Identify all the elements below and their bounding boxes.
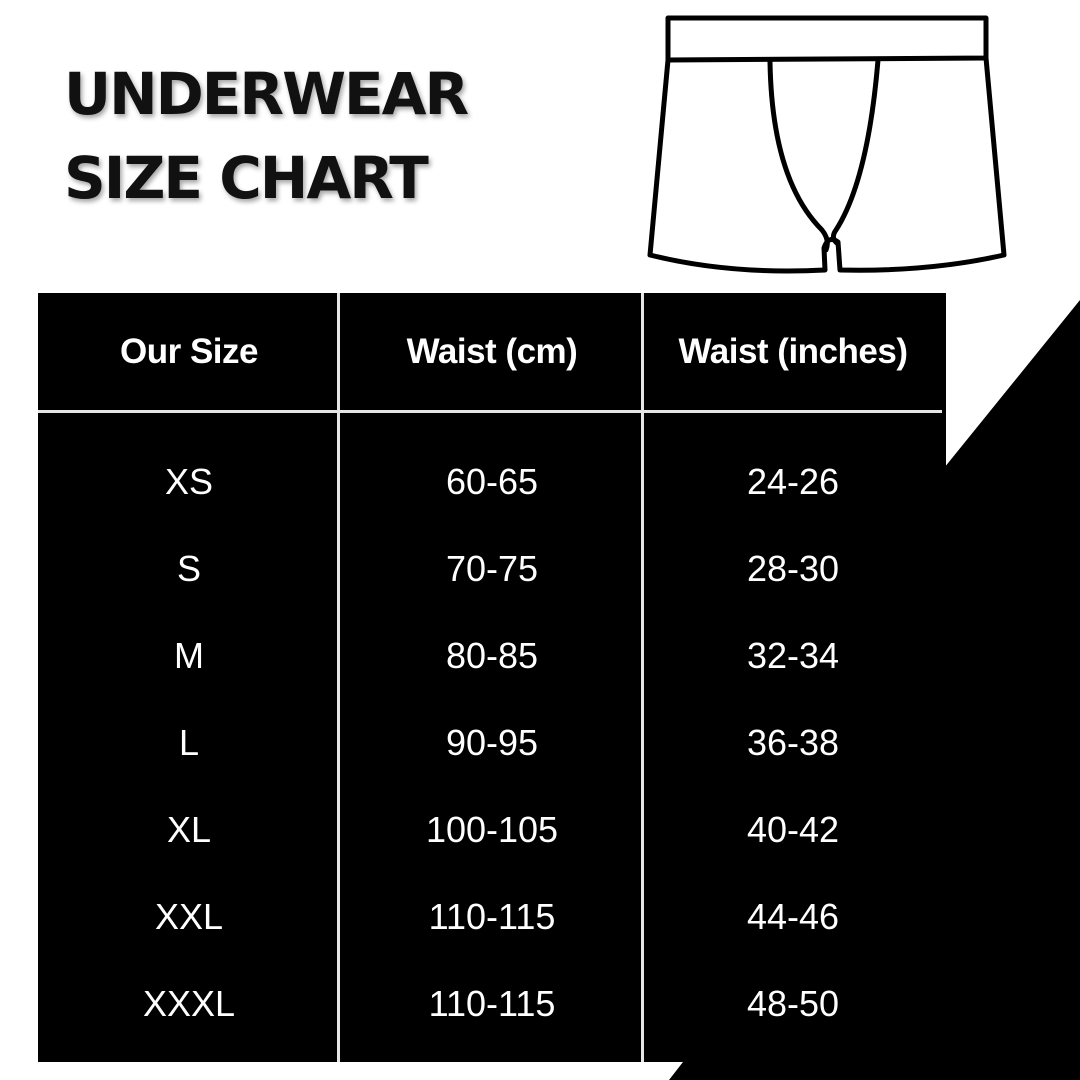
cell-waist-cm: 60-65 <box>445 460 539 502</box>
cell-waist-cm: 90-95 <box>445 721 539 763</box>
column-divider <box>641 293 644 1062</box>
cell-waist-cm: 70-75 <box>445 547 539 589</box>
page-title: UNDERWEAR SIZE CHART <box>64 52 469 220</box>
underwear-illustration-icon <box>647 15 1007 274</box>
cell-waist-inches: 32-34 <box>746 634 840 676</box>
cell-size: XS <box>164 460 214 502</box>
cell-size: XXXL <box>142 982 236 1024</box>
cell-waist-cm: 110-115 <box>428 895 556 937</box>
cell-waist-inches: 48-50 <box>746 982 840 1024</box>
cell-size: L <box>178 721 200 763</box>
title-line-2: SIZE CHART <box>64 144 429 212</box>
header-our-size: Our Size <box>120 332 258 371</box>
cell-size: S <box>176 547 201 589</box>
column-divider <box>337 293 340 1062</box>
title-line-1: UNDERWEAR <box>64 60 469 128</box>
cell-waist-inches: 24-26 <box>746 460 840 502</box>
size-chart-table: Our Size Waist (cm) Waist (inches) XS 60-… <box>38 293 946 1062</box>
cell-waist-cm: 110-115 <box>428 982 556 1024</box>
cell-size: XXL <box>154 895 224 937</box>
header-divider <box>38 410 942 413</box>
cell-waist-cm: 100-105 <box>425 808 559 850</box>
cell-waist-cm: 80-85 <box>445 634 539 676</box>
cell-size: M <box>174 634 204 676</box>
header-waist-inches: Waist (inches) <box>678 332 908 371</box>
cell-waist-inches: 28-30 <box>746 547 840 589</box>
cell-size: XL <box>166 808 212 850</box>
cell-waist-inches: 36-38 <box>746 721 840 763</box>
cell-waist-inches: 40-42 <box>746 808 840 850</box>
cell-waist-inches: 44-46 <box>746 895 840 937</box>
header-waist-cm: Waist (cm) <box>406 332 578 371</box>
